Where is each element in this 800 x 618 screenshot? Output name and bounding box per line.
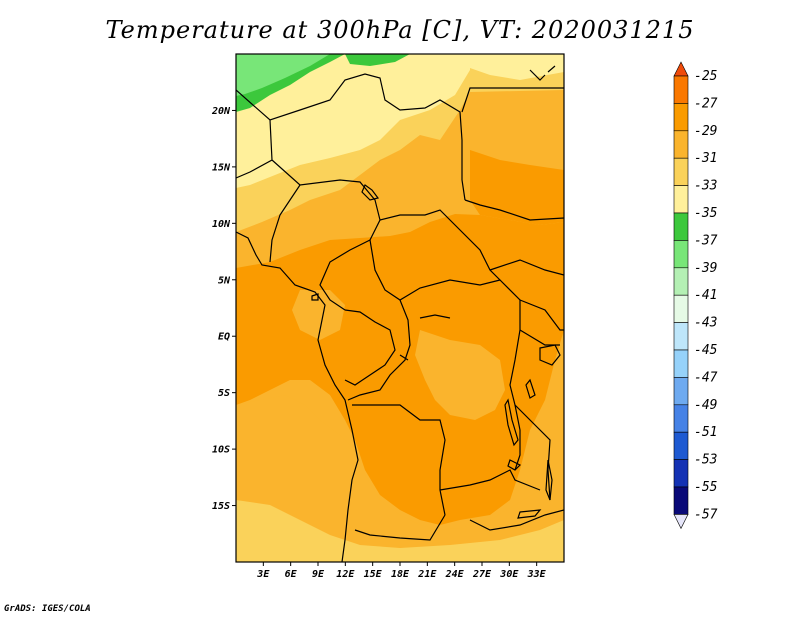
colorbar-swatch bbox=[673, 212, 689, 241]
colorbar-label: -43 bbox=[694, 316, 717, 331]
colorbar-swatch bbox=[673, 322, 689, 351]
colorbar-bottom-arrow bbox=[673, 514, 689, 530]
colorbar-swatch bbox=[673, 185, 689, 214]
colorbar-label: -37 bbox=[694, 233, 718, 248]
border-sudan-ss bbox=[464, 199, 564, 276]
lake-malawi bbox=[545, 459, 553, 501]
lake-chad bbox=[361, 184, 380, 201]
lat-tick-label: EQ bbox=[218, 332, 230, 343]
border-zambia-south bbox=[354, 509, 564, 541]
colorbar-swatch bbox=[673, 267, 689, 296]
colorbar-swatch bbox=[673, 377, 689, 406]
field-yellow-patch-sw bbox=[236, 395, 564, 562]
colorbar-label: -25 bbox=[694, 69, 718, 84]
lat-tick-label: 20N bbox=[211, 106, 231, 117]
lon-tick-label: 9E bbox=[312, 569, 325, 580]
borders bbox=[236, 65, 564, 562]
lon-tick-label: 24E bbox=[445, 569, 465, 580]
field-green-ne bbox=[345, 54, 410, 66]
colorbar-label: -29 bbox=[694, 124, 717, 139]
lake-mweru bbox=[507, 459, 522, 471]
colorbar-label: -41 bbox=[694, 288, 717, 303]
coastline-west bbox=[236, 231, 359, 562]
colorbar-label: -45 bbox=[694, 343, 718, 358]
lake-kivu bbox=[525, 378, 536, 399]
field-light-yellow-south bbox=[236, 500, 564, 562]
colorbar-swatch bbox=[673, 349, 689, 378]
lon-tick-label: 6E bbox=[285, 569, 298, 580]
border-congo-drc bbox=[344, 299, 411, 401]
island-bioko bbox=[311, 293, 319, 301]
longitude-axis: 3E 6E 9E 12E 15E 18E 21E 24E 27E 30E 33E bbox=[256, 562, 547, 580]
lon-tick-label: 18E bbox=[391, 569, 410, 580]
colorbar-swatch bbox=[673, 130, 689, 159]
colorbar-label: -51 bbox=[694, 425, 717, 440]
colorbar-label: -27 bbox=[694, 96, 718, 111]
lon-tick-label: 21E bbox=[417, 569, 437, 580]
field-yellow-patch-congo bbox=[415, 330, 505, 420]
lat-tick-label: 5S bbox=[218, 388, 230, 399]
colorbar-label: -53 bbox=[694, 453, 717, 468]
lon-tick-label: 3E bbox=[256, 569, 270, 580]
field-pale-yellow-ne bbox=[470, 54, 564, 80]
lake-tanganyika bbox=[504, 398, 519, 447]
colorbar-label: -39 bbox=[694, 261, 717, 276]
lat-tick-label: 5N bbox=[218, 275, 231, 286]
colorbar-label: -47 bbox=[694, 370, 718, 385]
lon-tick-label: 27E bbox=[472, 569, 492, 580]
colorbar-swatch bbox=[673, 75, 689, 104]
latitude-axis: 20N 15N 10N 5N EQ 5S 10S 15S bbox=[211, 106, 236, 512]
colorbar-label: -49 bbox=[694, 398, 717, 413]
map-title: Temperature at 300hPa [C], VT: 202003121… bbox=[105, 16, 695, 44]
lon-tick-label: 12E bbox=[336, 569, 355, 580]
colorbar-swatch bbox=[673, 431, 689, 460]
colorbar-label: -31 bbox=[694, 151, 717, 166]
colorbar-swatch bbox=[673, 103, 689, 132]
border-drc-east bbox=[499, 279, 521, 471]
border-nigeria-cameroon bbox=[269, 184, 371, 311]
border-sahara bbox=[236, 73, 466, 201]
lat-tick-label: 15S bbox=[212, 501, 230, 512]
lake-victoria bbox=[539, 344, 561, 366]
colorbar-label: -33 bbox=[694, 179, 717, 194]
field-lightgreen-north bbox=[236, 54, 330, 96]
field-orange-east bbox=[470, 150, 564, 225]
grads-credit: GrADS: IGES/COLA bbox=[4, 604, 91, 614]
colorbar-label: -57 bbox=[694, 507, 718, 522]
lake-kariba bbox=[517, 509, 542, 519]
lon-tick-label: 15E bbox=[364, 569, 383, 580]
field-pale-yellow-north bbox=[236, 54, 470, 188]
colorbar-label: -35 bbox=[694, 206, 718, 221]
colorbar-swatch bbox=[673, 240, 689, 269]
map-area bbox=[236, 54, 564, 562]
field-yellow-patch-west bbox=[292, 290, 345, 340]
lon-tick-label: 33E bbox=[527, 569, 547, 580]
colorbar-swatch bbox=[673, 459, 689, 488]
border-chad-sudan bbox=[461, 87, 564, 113]
border-red-sea bbox=[529, 65, 556, 81]
lat-tick-label: 10N bbox=[212, 219, 231, 230]
colorbar: -25 -27 -29 -31 -33 -35 -37 -39 -41 -43 -45 -47 -49 -… bbox=[673, 61, 718, 530]
border-drc-angola bbox=[352, 404, 541, 516]
colorbar-top-arrow bbox=[673, 61, 689, 77]
lat-tick-label: 15N bbox=[212, 162, 231, 173]
river-congo bbox=[399, 314, 451, 361]
colorbar-swatch bbox=[673, 486, 689, 515]
colorbar-swatch bbox=[673, 294, 689, 323]
lat-tick-label: 10S bbox=[212, 445, 230, 456]
lon-tick-label: 30E bbox=[499, 569, 519, 580]
colorbar-swatch bbox=[673, 157, 689, 186]
colorbar-label: -55 bbox=[694, 480, 718, 495]
colorbar-swatch bbox=[673, 404, 689, 433]
